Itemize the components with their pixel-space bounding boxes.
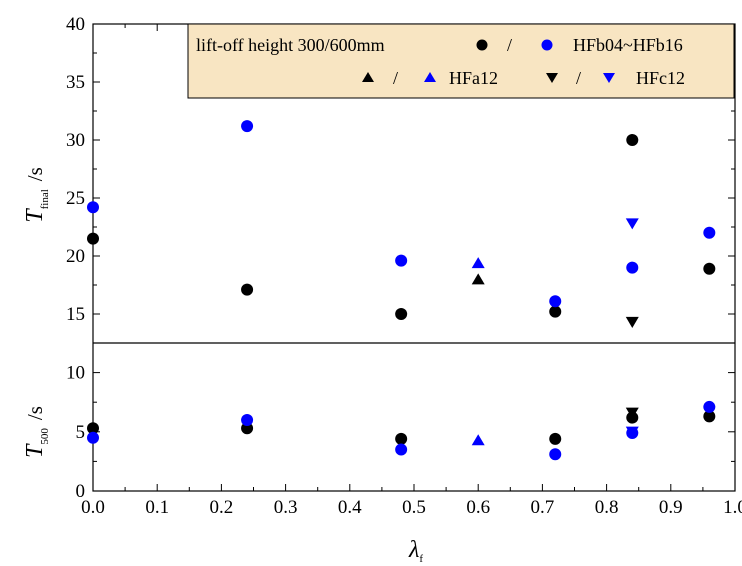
x-subscript: f [419,553,423,565]
upper-blue-triangle-down-point [625,218,639,230]
lower-blue-circle-point [395,443,408,456]
x-tick-label: 0.6 [466,497,490,518]
x-tick-label: 0.4 [338,497,362,518]
upper-black-triangle-up-point [471,273,485,285]
lower-y-subscript: 500 [39,428,51,445]
x-tick-label: 0.2 [210,497,234,518]
legend-blue-triangle-up-marker [424,72,436,82]
upper-blue-circle-point [395,254,408,267]
lower-y-tick-label: 10 [66,363,85,384]
lower-y-tick-label: 5 [76,422,86,443]
lower-blue-circle-point [703,400,716,413]
upper-blue-circle-point [626,261,639,274]
upper-y-subscript: final [39,189,51,209]
legend-black-triangle-up-marker [362,72,374,82]
lower-blue-circle-point [241,413,254,426]
upper-black-circle-point [395,308,408,320]
lower-blue-triangle-down-point [625,426,639,438]
lower-y-symbol: T [22,443,48,458]
upper-y-tick-label: 25 [66,188,85,209]
x-tick-label: 0.0 [81,497,105,518]
upper-blue-circle-point [87,201,99,214]
legend-black-circle-marker [476,39,488,51]
svg-text:Tfinal/s: Tfinal/s [22,167,51,223]
legend-black-triangle-down-marker [546,73,558,83]
lower-blue-triangle-up-point [471,434,485,446]
x-tick-label: 0.3 [274,497,298,518]
lower-black-circle-point [395,432,408,445]
upper-black-circle-point [87,232,99,245]
lower-black-circle-point [241,422,254,435]
lower-black-circle-point [87,422,99,435]
upper-black-circle-point [549,305,562,318]
legend: lift-off height 300/600mm / HFb04~HFb16 … [187,23,735,99]
lower-black-triangle-down-point [625,407,639,419]
x-tick-label: 0.5 [402,497,426,518]
legend-hfb-label: HFb04~HFb16 [573,35,683,55]
legend-row2-separator-2: / [576,68,581,88]
svg-text:T500/s: T500/s [22,406,51,458]
upper-y-tick-label: 15 [66,304,85,325]
legend-hfa-label: HFa12 [449,68,498,88]
upper-black-circle-point [703,262,716,275]
upper-black-triangle-down-point [625,316,639,328]
lower-black-circle-point [703,410,716,423]
upper-blue-circle-point [703,226,716,239]
x-tick-label: 1.0 [723,497,742,518]
x-axis-title: λf [408,537,423,565]
lower-y-tick-label: 0 [76,481,86,502]
data-points [87,120,716,461]
upper-y-tick-label: 20 [66,246,85,267]
upper-y-unit: /s [23,167,47,181]
legend-row1-separator: / [507,35,512,55]
legend-row2-separator-1: / [393,68,398,88]
upper-y-tick-label: 40 [66,14,85,35]
x-tick-label: 0.7 [531,497,555,518]
legend-hfc-label: HFc12 [636,68,685,88]
x-tick-label: 0.8 [595,497,619,518]
x-tick-label: 0.1 [145,497,169,518]
lower-y-unit: /s [23,406,47,420]
lower-black-circle-point [549,432,562,445]
lower-blue-circle-point [549,448,562,461]
upper-y-tick-label: 30 [66,130,85,151]
lower-y-axis-title: T500/s [22,406,51,458]
upper-y-axis-title: Tfinal/s [22,167,51,223]
upper-y-symbol: T [22,208,48,223]
x-symbol: λ [408,537,419,563]
upper-y-tick-label: 35 [66,72,85,93]
upper-black-circle-point [626,134,639,146]
legend-lift-off-label: lift-off height 300/600mm [196,35,385,55]
upper-blue-triangle-up-point [471,257,485,269]
axes-layer: 0.0 0.1 0.2 0.3 0.4 0.5 0.6 0.7 0.8 0.9 1.0 15 20 25 3… [66,14,742,518]
upper-blue-circle-point [241,120,254,133]
legend-blue-triangle-down-marker [603,73,615,83]
legend-blue-circle-marker [541,39,553,51]
x-tick-label: 0.9 [659,497,683,518]
lower-blue-circle-point [87,431,99,444]
legend-box [187,23,735,99]
upper-black-circle-point [241,283,254,296]
upper-blue-circle-point [549,295,562,308]
